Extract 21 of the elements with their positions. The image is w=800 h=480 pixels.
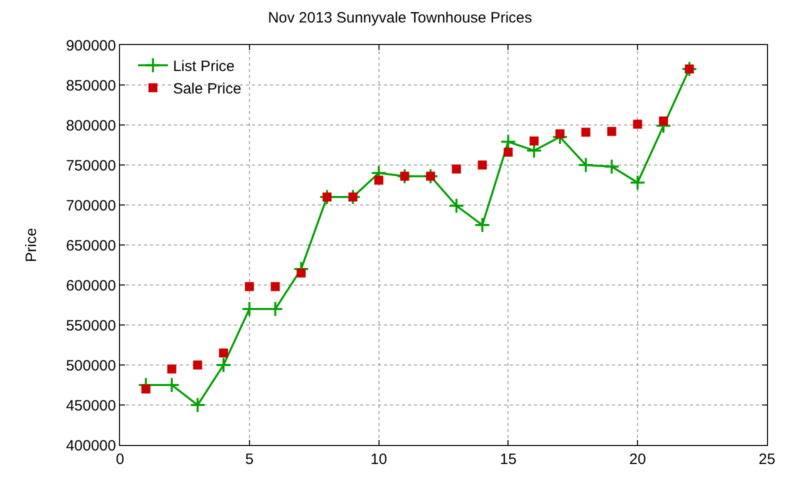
y-tick-label: 800000 [66,117,116,134]
x-tick-label: 10 [370,451,388,468]
legend-label: Sale Price [172,80,242,98]
y-tick-label: 700000 [66,197,116,214]
y-axis-title: Price [23,228,40,262]
x-tick-label: 0 [116,451,124,468]
x-tick-label: 5 [245,451,254,468]
x-tick-label: 20 [629,451,646,468]
y-tick-label: 550000 [66,317,116,334]
y-tick-label: 500000 [66,357,116,374]
legend-label: List Price [172,58,235,76]
y-tick-label: 450000 [66,397,116,414]
y-tick-label: 850000 [66,77,116,94]
y-tick-label: 400000 [66,437,116,454]
y-tick-label: 600000 [66,277,116,294]
x-tick-label: 15 [500,451,517,468]
y-tick-label: 650000 [66,237,116,254]
x-tick-label: 25 [758,451,776,468]
y-tick-label: 900000 [66,37,116,54]
y-tick-label: 750000 [66,157,116,174]
chart-title: Nov 2013 Sunnyvale Townhouse Prices [268,10,532,26]
